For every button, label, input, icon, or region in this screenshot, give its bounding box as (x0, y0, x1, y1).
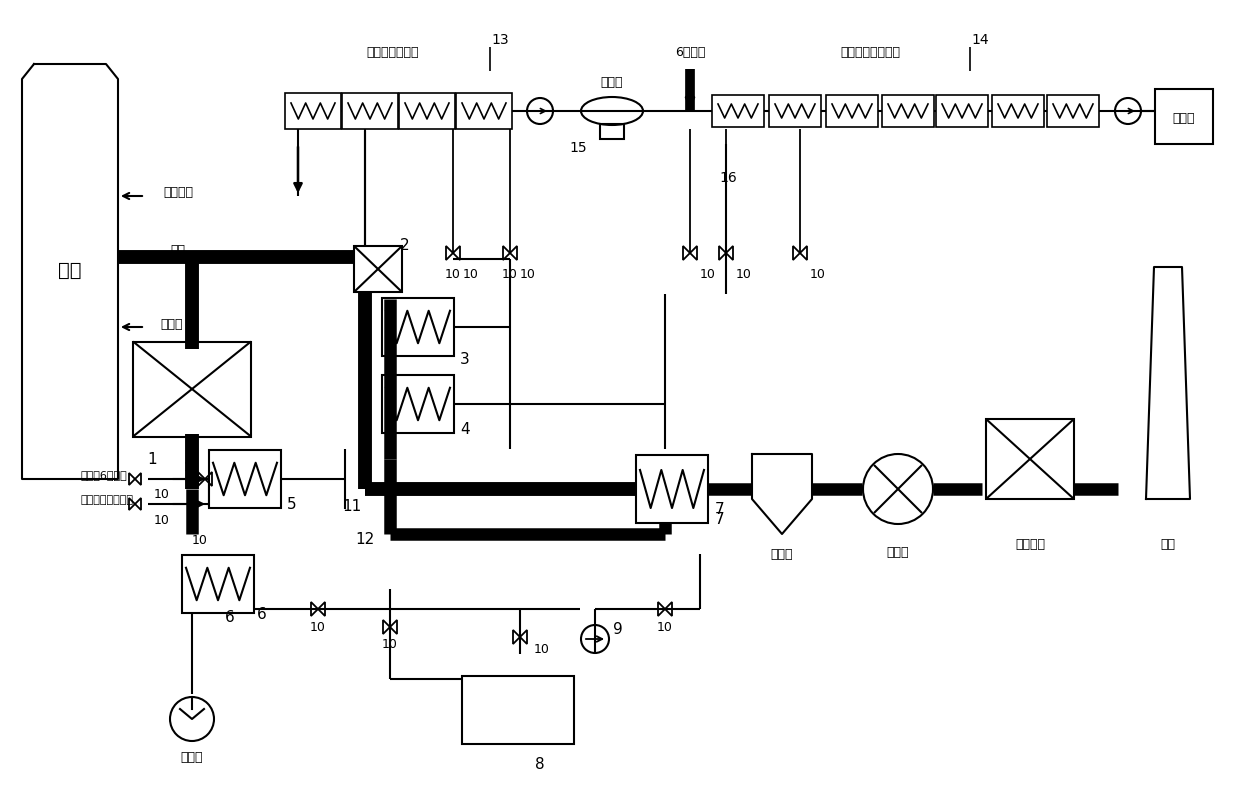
Text: 11: 11 (342, 499, 362, 514)
Bar (133, 342, 250, 437)
Text: 4: 4 (460, 422, 470, 437)
Bar (456, 94, 512, 130)
Text: 除尘器: 除尘器 (771, 548, 794, 561)
Text: 10: 10 (810, 267, 826, 280)
Text: 10: 10 (382, 638, 398, 650)
Text: 烟气: 烟气 (171, 243, 186, 256)
Text: 10: 10 (192, 533, 208, 546)
Text: 14: 14 (971, 33, 988, 47)
Bar (463, 676, 574, 744)
Text: 低加疏水或凝汽器: 低加疏水或凝汽器 (81, 494, 133, 504)
Bar (285, 94, 341, 130)
Bar (769, 96, 821, 128)
Text: 除氧器: 除氧器 (600, 75, 624, 88)
Text: 6段抽汽: 6段抽汽 (675, 46, 706, 59)
Text: 1: 1 (148, 452, 156, 467)
Text: 引风机: 引风机 (887, 546, 909, 559)
Bar (636, 456, 708, 524)
Text: 7: 7 (715, 502, 725, 516)
Text: 6: 6 (257, 607, 267, 622)
Text: 10: 10 (154, 488, 170, 501)
Text: 汽轮机给水系统: 汽轮机给水系统 (367, 46, 419, 59)
Text: 去省煤器: 去省煤器 (162, 185, 193, 198)
Text: 3: 3 (460, 352, 470, 367)
Bar (986, 419, 1074, 500)
Text: 一次风: 一次风 (161, 318, 184, 331)
Text: 13: 13 (491, 33, 508, 47)
Text: 汽轮机6段抽汽: 汽轮机6段抽汽 (81, 469, 126, 480)
Bar (936, 96, 988, 128)
Bar (1047, 96, 1099, 128)
Text: 10: 10 (184, 461, 200, 474)
Text: 10: 10 (445, 268, 461, 282)
Text: 10: 10 (534, 642, 549, 656)
Text: 10: 10 (737, 267, 751, 280)
Text: 脱硫装置: 脱硫装置 (1016, 538, 1045, 551)
Bar (382, 375, 454, 433)
Text: 15: 15 (569, 141, 587, 155)
Text: 10: 10 (502, 268, 518, 282)
Bar (600, 125, 624, 140)
Bar (210, 451, 281, 508)
Text: 12: 12 (356, 532, 374, 547)
Text: 汽轮机凝结水系统: 汽轮机凝结水系统 (839, 46, 900, 59)
Bar (182, 555, 254, 614)
Bar (1154, 90, 1213, 145)
Text: 5: 5 (288, 497, 296, 512)
Bar (399, 94, 455, 130)
Bar (882, 96, 934, 128)
Text: 送风机: 送风机 (181, 751, 203, 764)
Bar (712, 96, 764, 128)
Text: 10: 10 (657, 621, 673, 634)
Text: 锅炉: 锅炉 (58, 260, 82, 279)
Text: 10: 10 (154, 512, 170, 526)
Text: 烟囱: 烟囱 (1161, 538, 1176, 551)
Text: 16: 16 (719, 171, 737, 184)
Text: 10: 10 (520, 267, 536, 280)
Text: 2: 2 (401, 237, 409, 252)
Text: 10: 10 (701, 267, 715, 280)
Text: 10: 10 (310, 621, 326, 634)
Bar (382, 298, 454, 357)
Bar (992, 96, 1044, 128)
Text: 9: 9 (613, 622, 622, 637)
Bar (342, 94, 398, 130)
Text: 8: 8 (536, 756, 544, 772)
Text: 凝汽器: 凝汽器 (1173, 111, 1195, 124)
Text: 10: 10 (463, 267, 479, 280)
Bar (353, 247, 402, 293)
Bar (826, 96, 878, 128)
Text: 6: 6 (226, 610, 234, 625)
Text: 7: 7 (715, 512, 725, 527)
